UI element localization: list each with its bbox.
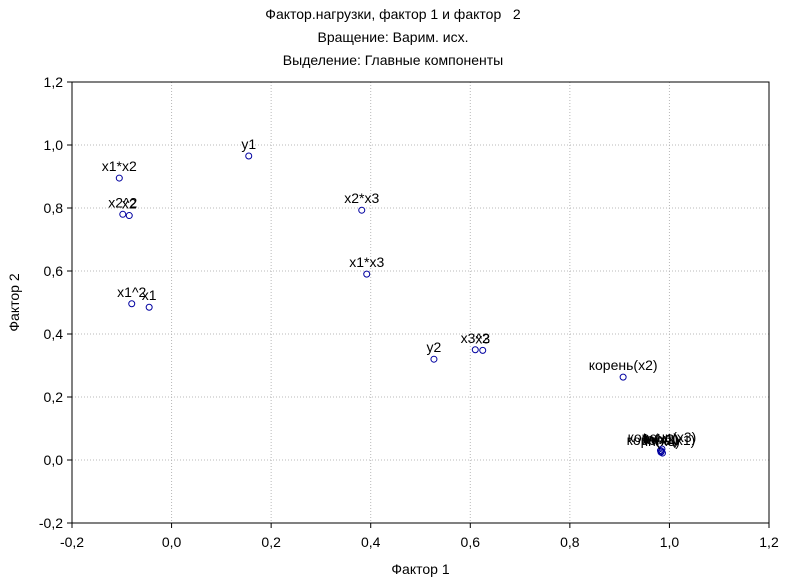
data-point-label: корень(x1)	[627, 432, 696, 448]
data-point	[245, 152, 253, 160]
data-point	[125, 212, 133, 220]
y-tick-label: 0,8	[44, 200, 64, 216]
y-tick-label: 1,0	[44, 137, 64, 153]
chart-subtitle-rotation: Вращение: Варим. исх.	[317, 29, 469, 45]
data-point-label: x1*x3	[349, 254, 384, 270]
y-tick-label: 1,2	[44, 74, 64, 90]
data-point-label: x3	[475, 330, 490, 346]
data-point	[363, 270, 371, 278]
x-tick-label: 0,8	[560, 534, 580, 550]
x-tick-label: -0,2	[60, 534, 84, 550]
data-point	[430, 355, 438, 363]
data-point-label: x3^2	[461, 330, 490, 346]
data-point-label: y2	[427, 339, 442, 355]
data-point	[115, 174, 123, 182]
data-point-label: y1	[241, 136, 256, 152]
data-point-label: x2	[122, 196, 137, 212]
data-points: y1 x1*x2 x2^2x2 x2*x3 x1*x3 x1^2x1 y2 x3^2x3 кор…	[102, 136, 697, 457]
x-tick-label: 0,2	[261, 534, 281, 550]
data-point-label: ln(x3)	[645, 433, 680, 449]
plot-frame	[71, 81, 770, 524]
data-point	[471, 346, 479, 354]
x-tick-label: 0,4	[361, 534, 381, 550]
y-tick-label: -0,2	[39, 515, 63, 531]
data-point-label: x2*x3	[344, 190, 379, 206]
data-point-label: x1*x2	[102, 158, 137, 174]
data-point	[119, 210, 127, 218]
y-tick-label: 0,0	[44, 452, 64, 468]
y-axis-title: Фактор 2	[6, 273, 22, 331]
data-point-label: корень(x3)	[628, 429, 697, 445]
chart-title: Фактор.нагрузки, фактор 1 и фактор 2	[265, 6, 521, 22]
x-tick-label: 0,0	[162, 534, 182, 550]
data-point	[619, 373, 627, 381]
x-tick-label: 1,0	[660, 534, 680, 550]
y-tick-label: 0,6	[44, 263, 64, 279]
data-point	[145, 303, 153, 311]
x-tick-label: 0,6	[461, 534, 481, 550]
data-point	[358, 206, 366, 214]
data-point	[479, 346, 487, 354]
data-point-label: x1^2	[117, 284, 146, 300]
y-tick-label: 0,4	[44, 326, 64, 342]
data-point	[658, 449, 666, 457]
data-point-label: x2^2	[108, 194, 137, 210]
x-axis-title: Фактор 1	[391, 561, 449, 577]
data-point-label: ln(x1)	[643, 431, 678, 447]
grid	[72, 82, 769, 523]
data-point-label: ln(x2)	[644, 431, 679, 447]
x-tick-label: 1,2	[759, 534, 779, 550]
data-point-label: корень(x2)	[589, 357, 658, 373]
chart-subtitle-extraction: Выделение: Главные компоненты	[282, 52, 504, 68]
data-point-label: x1	[142, 287, 157, 303]
y-tick-label: 0,2	[44, 389, 64, 405]
data-point	[128, 300, 136, 308]
tick-labels: -0,2 0,0 0,2 0,4 0,6 0,8 1,0 1,2 -0,2 0,0 0,2 0,4 0,…	[39, 74, 779, 550]
